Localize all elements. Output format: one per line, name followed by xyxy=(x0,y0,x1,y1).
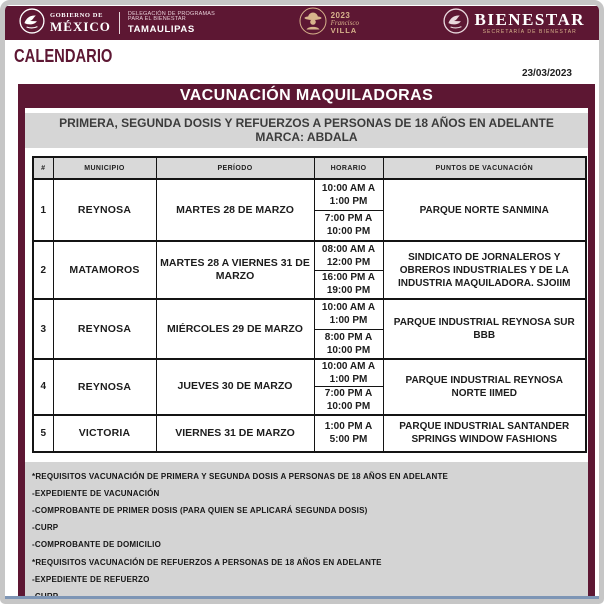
note-line: -COMPROBANTE DE PRIMER DOSIS (PARA QUIEN… xyxy=(32,505,368,515)
cell-periodo: MIÉRCOLES 29 DE MARZO xyxy=(155,298,315,360)
banner-title: VACUNACIÓN MAQUILADORAS xyxy=(18,84,595,108)
cell-punto: PARQUE NORTE SANMINA xyxy=(382,178,587,242)
gobierno-line1: GOBIERNO DE xyxy=(50,11,104,19)
cell-num: 4 xyxy=(32,358,54,415)
header-periodo: PERÍODO xyxy=(155,156,315,180)
cell-horario-1: 10:00 AM A 1:00 PM xyxy=(313,298,384,330)
note-line: -COMPROBANTE DE DOMICILIO xyxy=(32,540,161,550)
sub-banner-line2: MARCA: ABDALA xyxy=(255,130,358,144)
requirements-notes: *REQUISITOS VACUNACIÓN DE PRIMERA Y SEGU… xyxy=(25,461,588,599)
cell-horario-1: 08:00 AM A 12:00 PM xyxy=(313,240,384,271)
cell-horario-2: 7:00 PM A 10:00 PM xyxy=(313,386,384,415)
cell-horario-1: 10:00 AM A 1:00 PM xyxy=(313,358,384,387)
bienestar-title: BIENESTAR xyxy=(474,10,585,29)
table-row: 7:00 PM A 10:00 PM xyxy=(33,209,586,242)
table-row: 3 REYNOSA MIÉRCOLES 29 DE MARZO 10:00 AM… xyxy=(32,298,587,360)
note-line: -CURP xyxy=(32,523,59,533)
gobierno-wordmark: GOBIERNO DE MÉXICO xyxy=(50,11,111,35)
delegacion-line2: PARA EL BIENESTAR xyxy=(127,16,186,23)
page-title: CALENDARIO xyxy=(14,46,113,66)
mexico-eagle-icon xyxy=(19,7,45,39)
table-row: 1 REYNOSA MARTES 28 DE MARZO 10:00 AM A … xyxy=(32,178,587,242)
header-horario: HORARIO xyxy=(313,156,384,180)
cell-num: 3 xyxy=(32,298,54,360)
bienestar-brand: BIENESTAR SECRETARÍA DE BIENESTAR xyxy=(442,7,586,39)
note-line: *REQUISITOS VACUNACIÓN DE REFUERZOS A PE… xyxy=(32,557,382,567)
villa-year: 2023 xyxy=(330,10,351,20)
table-row: 8:00 PM A 10:00 PM xyxy=(33,328,586,360)
cell-municipio: MATAMOROS xyxy=(52,240,157,300)
header-num: # xyxy=(32,156,54,180)
header-municipio: MUNICIPIO xyxy=(52,156,157,180)
gobierno-mexico-brand: GOBIERNO DE MÉXICO DELEGACIÓN DE PROGRAM… xyxy=(19,7,216,39)
calendar-card: VACUNACIÓN MAQUILADORAS PRIMERA, SEGUNDA… xyxy=(18,84,595,599)
cell-municipio: REYNOSA xyxy=(52,298,157,360)
cell-periodo: MARTES 28 DE MARZO xyxy=(155,178,315,242)
cell-horario-1: 10:00 AM A 1:00 PM xyxy=(313,178,384,211)
delegacion-line1: DELEGACIÓN DE PROGRAMAS xyxy=(127,10,216,17)
cell-periodo: MARTES 28 A VIERNES 31 DE MARZO xyxy=(155,240,315,300)
cell-horario-2: 16:00 PM A 19:00 PM xyxy=(313,269,384,300)
table-header-row: # MUNICIPIO PERÍODO HORARIO PUNTOS DE VA… xyxy=(32,156,587,180)
table-wrapper: # MUNICIPIO PERÍODO HORARIO PUNTOS DE VA… xyxy=(25,148,588,462)
bienestar-subtitle: SECRETARÍA DE BIENESTAR xyxy=(482,29,577,35)
cell-horario-2: 8:00 PM A 10:00 PM xyxy=(313,328,384,360)
villa-portrait-icon xyxy=(299,7,327,40)
cell-periodo: JUEVES 30 DE MARZO xyxy=(155,358,315,415)
note-line: -EXPEDIENTE DE VACUNACIÓN xyxy=(32,488,160,498)
gov-topbar: GOBIERNO DE MÉXICO DELEGACIÓN DE PROGRAM… xyxy=(5,6,599,40)
cell-num: 1 xyxy=(32,178,54,242)
header-puntos: PUNTOS DE VACUNACIÓN xyxy=(382,156,587,180)
cell-punto: PARQUE INDUSTRIAL REYNOSA SUR BBB xyxy=(382,298,587,360)
date-label: 23/03/2023 xyxy=(521,68,572,79)
bienestar-eagle-icon xyxy=(442,7,469,39)
table-row: 16:00 PM A 19:00 PM xyxy=(33,269,586,300)
villa-name-script: Francisco xyxy=(330,18,359,27)
delegacion-block: DELEGACIÓN DE PROGRAMAS PARA EL BIENESTA… xyxy=(127,10,216,35)
sub-banner-line1: PRIMERA, SEGUNDA DOSIS Y REFUERZOS A PER… xyxy=(59,116,554,130)
vaccination-table: # MUNICIPIO PERÍODO HORARIO PUNTOS DE VA… xyxy=(32,156,587,453)
table-row: 4 REYNOSA JUEVES 30 DE MARZO 10:00 AM A … xyxy=(32,358,587,415)
table-row: 7:00 PM A 10:00 PM xyxy=(33,386,586,415)
gobierno-line2: MÉXICO xyxy=(50,19,111,35)
table-row: 5 VICTORIA VIERNES 31 DE MARZO 1:00 PM A… xyxy=(32,413,587,452)
card-body: PRIMERA, SEGUNDA DOSIS Y REFUERZOS A PER… xyxy=(18,108,595,599)
table-row: 2 MATAMOROS MARTES 28 A VIERNES 31 DE MA… xyxy=(32,240,587,300)
cell-periodo: VIERNES 31 DE MARZO xyxy=(155,413,315,452)
cell-municipio: VICTORIA xyxy=(52,413,157,452)
cell-municipio: REYNOSA xyxy=(52,358,157,415)
note-line: -CURP xyxy=(32,588,580,599)
note-line: -EXPEDIENTE DE REFUERZO xyxy=(32,574,150,584)
cell-horario-2: 7:00 PM A 10:00 PM xyxy=(313,209,384,242)
cell-punto: PARQUE INDUSTRIAL REYNOSA NORTE IIMED xyxy=(382,358,587,415)
villa-name-caps: VILLA xyxy=(330,25,358,35)
cell-punto: PARQUE INDUSTRIAL SANTANDER SPRINGS WIND… xyxy=(382,413,587,452)
cell-punto: SINDICATO DE JORNALEROS Y OBREROS INDUST… xyxy=(382,240,587,300)
francisco-villa-brand: 2023 Francisco VILLA xyxy=(299,7,359,40)
villa-wordmark: 2023 Francisco VILLA xyxy=(330,10,359,35)
cell-num: 2 xyxy=(32,240,54,300)
bienestar-wordmark: BIENESTAR SECRETARÍA DE BIENESTAR xyxy=(475,11,586,35)
note-line: *REQUISITOS VACUNACIÓN DE PRIMERA Y SEGU… xyxy=(32,471,449,481)
sub-banner: PRIMERA, SEGUNDA DOSIS Y REFUERZOS A PER… xyxy=(25,113,588,148)
delegacion-state: TAMAULIPAS xyxy=(127,23,195,35)
cell-horario-1: 1:00 PM A 5:00 PM xyxy=(313,413,384,452)
topbar-divider xyxy=(118,12,120,34)
cell-num: 5 xyxy=(32,413,54,452)
cell-municipio: REYNOSA xyxy=(52,178,157,242)
window-bottom-edge xyxy=(5,596,599,599)
